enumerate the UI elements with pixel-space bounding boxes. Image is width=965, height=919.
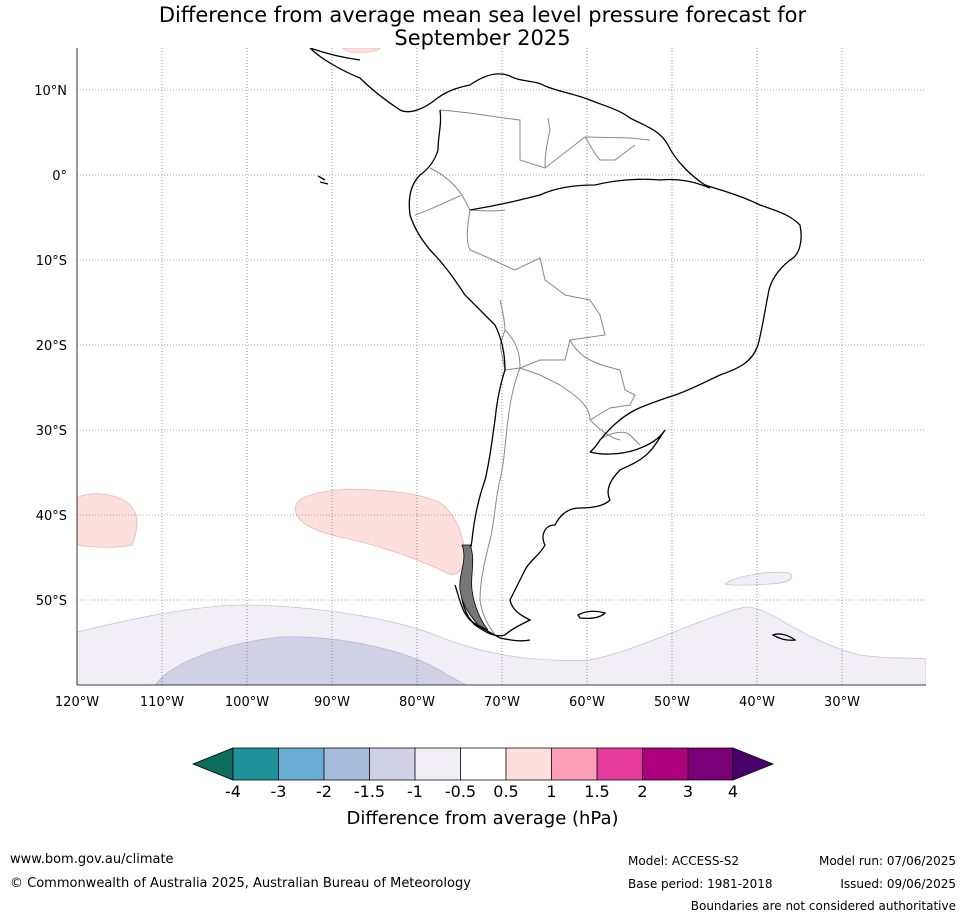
- footer-issued: Issued: 09/06/2025: [840, 877, 956, 891]
- lon-label: 80°W: [399, 695, 435, 710]
- lon-label: 50°W: [654, 695, 690, 710]
- lon-label: 110°W: [140, 695, 184, 710]
- lon-label: 60°W: [569, 695, 605, 710]
- colorbar-tick-label: -1.5: [353, 782, 386, 801]
- title-line-2: September 2025: [394, 26, 571, 50]
- colorbar-tick-label: 2: [637, 782, 648, 801]
- footer-copyright: © Commonwealth of Australia 2025, Austra…: [10, 876, 471, 891]
- country-borders: [414, 109, 651, 636]
- lon-label: 90°W: [314, 695, 350, 710]
- colorbar-tick-label: -1: [407, 782, 423, 801]
- footer-model: Model: ACCESS-S2: [628, 854, 740, 868]
- galapagos: [317, 175, 329, 185]
- colorbar-segment: [324, 748, 370, 780]
- lat-label: 10°S: [36, 254, 67, 269]
- axis-spines: [76, 48, 926, 686]
- colorbar-segment: [688, 748, 733, 780]
- positive-anomaly-caribbean: [341, 48, 381, 53]
- colorbar-segment: [233, 748, 279, 780]
- footer-url: www.bom.gov.au/climate: [10, 852, 174, 867]
- negative-anomaly-small-patch: [724, 571, 793, 586]
- coastlines: [309, 48, 802, 642]
- lon-label: 70°W: [484, 695, 520, 710]
- positive-anomaly-pacific-east: [295, 488, 466, 575]
- footer-disclaimer: Boundaries are not considered authoritat…: [690, 899, 956, 913]
- chile-archipelago: [459, 544, 489, 631]
- south-georgia: [771, 633, 797, 641]
- lat-label: 50°S: [36, 594, 67, 609]
- lat-label: 30°S: [36, 424, 67, 439]
- colorbar-tick-label: -0.5: [444, 782, 477, 801]
- lon-label: 120°W: [55, 695, 99, 710]
- rio-de-la-plata-coast: [504, 429, 666, 636]
- lon-label: 40°W: [739, 695, 775, 710]
- latitude-labels: 10°N 0° 10°S 20°S 30°S 40°S 50°S: [34, 84, 67, 609]
- colorbar-segment: [642, 748, 688, 780]
- colorbar-max-extension: [732, 747, 775, 781]
- colorbar-tick-label: 1: [546, 782, 557, 801]
- amazon-river: [469, 178, 711, 211]
- colorbar-segment: [506, 748, 552, 780]
- colorbar-tick-label: 0.5: [493, 782, 519, 801]
- positive-anomaly-pacific-west: [77, 493, 138, 548]
- colorbar-segment: [415, 748, 461, 780]
- colorbar: [191, 747, 775, 781]
- colorbar-tick-label: 1.5: [584, 782, 610, 801]
- tierra-del-fuego: [454, 584, 531, 642]
- colorbar-title: Difference from average (hPa): [346, 808, 619, 829]
- colorbar-tick-label: -2: [316, 782, 332, 801]
- colorbar-min-extension: [191, 747, 234, 781]
- footer-base-period: Base period: 1981-2018: [628, 877, 773, 891]
- map-title: Difference from average mean sea level p…: [0, 4, 965, 50]
- falkland-islands: [577, 610, 607, 619]
- lat-label: 40°S: [36, 509, 67, 524]
- lat-label: 10°N: [34, 84, 67, 99]
- mexico-central-america-coast: [309, 48, 802, 453]
- title-line-1: Difference from average mean sea level p…: [158, 3, 807, 27]
- lat-label: 0°: [52, 169, 67, 184]
- colorbar-tick-label: 3: [682, 782, 694, 801]
- graticule: [77, 48, 926, 685]
- colorbar-segment: [278, 748, 324, 780]
- colorbar-tick-label: -4: [225, 782, 241, 801]
- lon-label: 30°W: [824, 695, 860, 710]
- colorbar-segment: [460, 748, 506, 780]
- footer-model-run: Model run: 07/06/2025: [818, 854, 956, 868]
- colorbar-segment: [551, 748, 597, 780]
- colorbar-tick-label: -3: [270, 782, 287, 801]
- colorbar-tick-label: 4: [727, 782, 739, 801]
- colorbar-segment: [369, 748, 415, 780]
- negative-anomaly-southern-ocean-core: [155, 636, 467, 685]
- cuba: [309, 48, 361, 61]
- lon-label: 100°W: [225, 695, 269, 710]
- colorbar-segment: [597, 748, 643, 780]
- longitude-labels: 120°W 110°W 100°W 90°W 80°W 70°W 60°W 50…: [55, 695, 860, 710]
- lat-label: 20°S: [36, 339, 67, 354]
